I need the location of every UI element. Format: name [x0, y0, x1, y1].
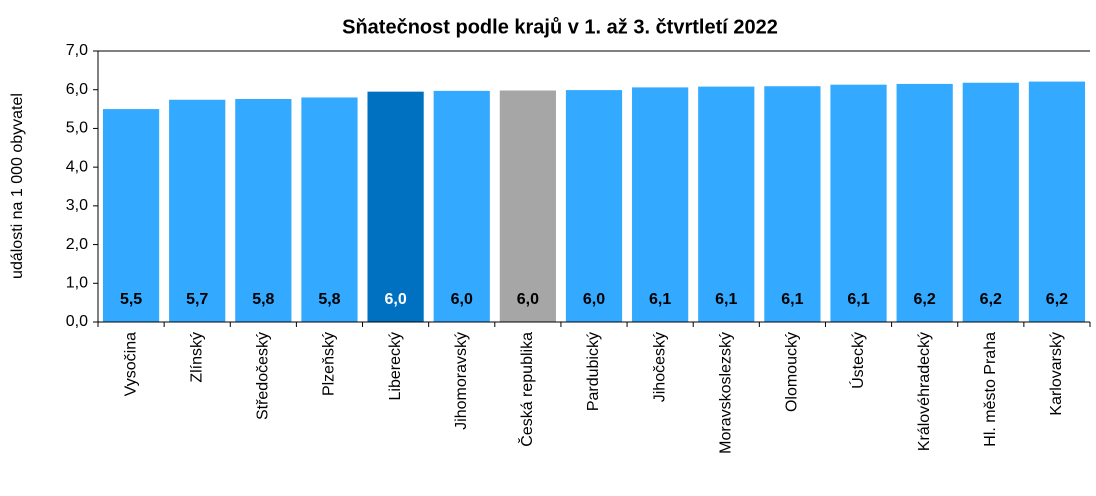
bar: [1028, 81, 1086, 322]
value-label: 6,1: [847, 291, 869, 308]
value-label: 6,2: [1046, 291, 1068, 308]
y-axis-label: události na 1 000 obyvatel: [9, 93, 26, 279]
value-label: 6,0: [517, 291, 539, 308]
value-label: 6,2: [980, 291, 1002, 308]
value-label: 6,0: [583, 291, 605, 308]
chart-title: Sňatečnost podle krajů v 1. až 3. čtvrtl…: [342, 16, 778, 38]
x-tick-label: Jihočeský: [651, 332, 668, 402]
x-tick-label: Jihomoravský: [453, 332, 470, 430]
value-label: 5,8: [318, 291, 340, 308]
bar: [565, 90, 623, 322]
x-tick-label: Pardubický: [585, 332, 602, 411]
bar: [102, 109, 160, 322]
x-tick-label: Středočeský: [255, 332, 272, 420]
bar: [764, 86, 821, 322]
x-tick-label: Ústecký: [848, 332, 867, 389]
bar: [896, 83, 953, 323]
x-tick-label: Zlínský: [188, 332, 205, 383]
y-tick-label: 4,0: [66, 158, 88, 175]
y-tick-label: 6,0: [66, 81, 88, 98]
bar: [235, 99, 292, 323]
x-tick-label: Olomoucký: [784, 332, 801, 412]
bar: [367, 91, 424, 323]
y-tick-label: 5,0: [66, 120, 88, 137]
value-label: 6,1: [649, 291, 671, 308]
x-tick-label: Česká republika: [517, 332, 536, 447]
bar: [632, 87, 689, 323]
y-tick-label: 7,0: [66, 42, 88, 59]
bar: [169, 99, 226, 322]
x-tick-label: Vysočina: [122, 332, 139, 396]
value-label: 6,1: [781, 291, 803, 308]
y-tick-label: 2,0: [66, 236, 88, 253]
x-tick-label: Plzeňský: [321, 332, 338, 396]
y-tick-label: 1,0: [66, 275, 88, 292]
x-tick-label: Karlovarský: [1048, 332, 1065, 416]
bar: [962, 82, 1019, 322]
value-label: 6,0: [451, 291, 473, 308]
bar: [433, 90, 490, 322]
value-label: 5,7: [186, 291, 208, 308]
bar: [301, 97, 358, 322]
value-label: 5,5: [120, 291, 142, 308]
x-tick-label: Liberecký: [387, 332, 404, 400]
y-tick-label: 0,0: [66, 313, 88, 330]
value-label: 5,8: [252, 291, 274, 308]
x-tick-label: Hl. město Praha: [982, 332, 999, 447]
value-label: 6,2: [914, 291, 936, 308]
bar: [698, 86, 755, 322]
bar: [499, 90, 556, 322]
x-tick-label: Královéhradecký: [916, 332, 933, 451]
value-label: 6,0: [384, 291, 406, 308]
y-tick-label: 3,0: [66, 197, 88, 214]
bar: [830, 84, 887, 322]
x-tick-label: Moravskoslezský: [717, 332, 734, 454]
value-label: 6,1: [715, 291, 737, 308]
